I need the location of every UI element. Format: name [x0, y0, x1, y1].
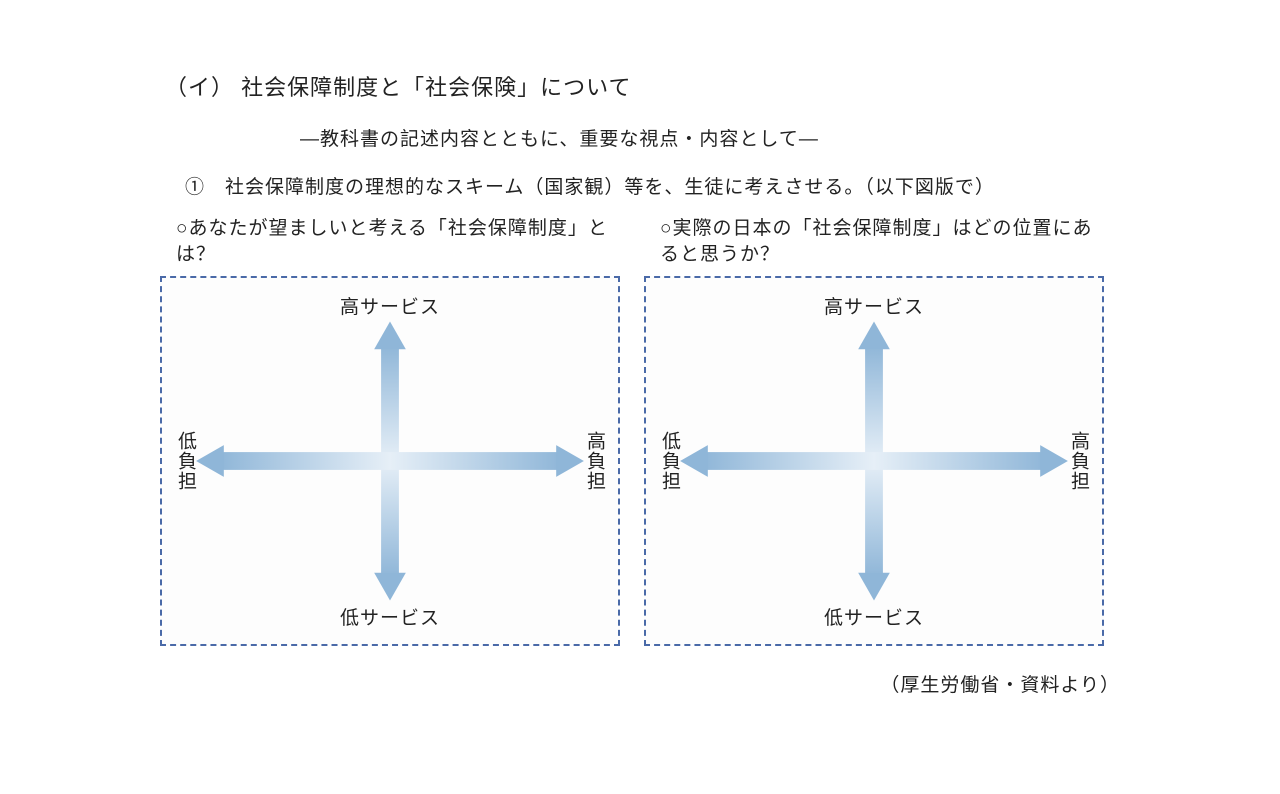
axis-left-label: 低負担	[656, 431, 683, 491]
panel-right-chart: 高サービス 低サービス 低負担 高負担	[644, 276, 1104, 646]
quadrant-axes-icon	[162, 278, 618, 644]
axis-top-label: 高サービス	[340, 292, 440, 319]
item-1-text: ① 社会保障制度の理想的なスキーム（国家観）等を、生徒に考えさせる。（以下図版で…	[185, 172, 995, 199]
section-heading: （イ） 社会保障制度と「社会保険」について	[165, 70, 631, 102]
section-subheading: —教科書の記述内容とともに、重要な視点・内容として—	[300, 124, 819, 151]
axis-left-label: 低負担	[172, 431, 199, 491]
axis-right-label: 高負担	[1065, 431, 1092, 491]
panel-right: ○実際の日本の「社会保障制度」はどの位置にあると思うか？	[644, 212, 1104, 646]
panel-left-chart: 高サービス 低サービス 低負担 高負担	[160, 276, 620, 646]
panels-row: ○あなたが望ましいと考える「社会保障制度」とは？	[160, 212, 1104, 646]
axis-bottom-label: 低サービス	[824, 603, 924, 630]
axis-right-label: 高負担	[581, 431, 608, 491]
axis-bottom-label: 低サービス	[340, 603, 440, 630]
panel-left: ○あなたが望ましいと考える「社会保障制度」とは？	[160, 212, 620, 646]
page: （イ） 社会保障制度と「社会保険」について —教科書の記述内容とともに、重要な視…	[0, 0, 1280, 794]
panel-left-question: ○あなたが望ましいと考える「社会保障制度」とは？	[176, 216, 620, 270]
citation-text: （厚生労働省・資料より）	[880, 670, 1120, 697]
quadrant-axes-icon	[646, 278, 1102, 644]
panel-right-question: ○実際の日本の「社会保障制度」はどの位置にあると思うか？	[660, 216, 1104, 270]
axis-top-label: 高サービス	[824, 292, 924, 319]
